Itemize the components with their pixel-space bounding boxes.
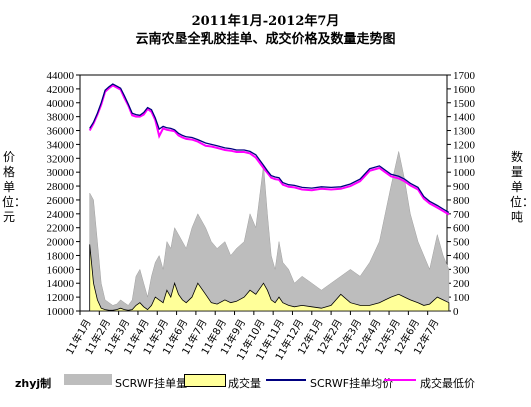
- y-tick-label-left: 24000: [47, 209, 75, 221]
- y-tick-label-left: 26000: [47, 195, 75, 207]
- chart-subtitle: 云南农垦全乳胶挂单、成交价格及数量走势图: [135, 32, 396, 47]
- legend-label-low-price: 成交最低价: [420, 377, 475, 390]
- y-tick-label-right: 1600: [453, 84, 476, 96]
- series-deal-volume-area: [89, 244, 450, 312]
- y-tick-label-right: 100: [453, 292, 470, 304]
- series-avg-price-line: [89, 83, 450, 213]
- legend-label-deal-volume: 成交量: [228, 377, 261, 390]
- y-tick-label-left: 20000: [47, 237, 75, 249]
- y-tick-label-right: 1400: [453, 112, 476, 124]
- y-tick-label-left: 16000: [47, 264, 75, 276]
- y-tick-label-left: 14000: [47, 278, 75, 290]
- y-tick-label-left: 42000: [47, 84, 75, 96]
- y-tick-label-right: 0: [453, 306, 459, 318]
- y-tick-label-left: 10000: [47, 306, 75, 318]
- y-tick-label-right: 800: [453, 195, 470, 207]
- author-credit: zhyj制: [15, 377, 52, 390]
- y-tick-label-right: 400: [453, 250, 470, 262]
- y-tick-label-right: 600: [453, 223, 470, 235]
- y-tick-label-right: 500: [453, 237, 470, 249]
- y-tick-label-left: 12000: [47, 292, 75, 304]
- legend-label-order-volume: SCRWF挂单量: [115, 377, 188, 390]
- y-tick-label-left: 44000: [47, 70, 75, 82]
- legend-swatch-avg-price: [266, 379, 306, 381]
- y-tick-label-left: 18000: [47, 250, 75, 262]
- y-tick-label-right: 1200: [453, 139, 476, 151]
- y-tick-label-right: 1500: [453, 98, 476, 110]
- legend: zhyj制 SCRWF挂单量 成交量 SCRWF挂单均价 成交最低价: [0, 372, 531, 392]
- series-low-price-line: [88, 84, 450, 216]
- y-tick-label-left: 40000: [47, 98, 75, 110]
- y-tick-label-right: 200: [453, 278, 470, 290]
- y-tick-label-right: 300: [453, 264, 470, 276]
- y-tick-label-right: 700: [453, 209, 470, 221]
- y-tick-label-right: 1100: [453, 153, 475, 165]
- series-order-volume-area: [89, 151, 450, 312]
- chart-title: 2011年1月-2012年7月: [191, 14, 340, 29]
- legend-swatch-deal-volume: [184, 374, 226, 387]
- legend-label-avg-price: SCRWF挂单均价: [310, 377, 394, 390]
- y-tick-label-left: 28000: [47, 181, 75, 193]
- y-tick-label-left: 32000: [47, 153, 75, 165]
- y-tick-label-left: 22000: [47, 223, 75, 235]
- y-tick-label-left: 38000: [47, 112, 75, 124]
- y-tick-label-right: 1700: [453, 70, 476, 82]
- y-tick-label-right: 1000: [453, 167, 476, 179]
- y-tick-label-left: 34000: [47, 139, 75, 151]
- y-tick-label-right: 900: [453, 181, 470, 193]
- legend-swatch-order-volume: [64, 374, 112, 385]
- legend-swatch-low-price: [384, 379, 416, 381]
- y-tick-label-left: 36000: [47, 126, 75, 138]
- y-tick-label-right: 1300: [453, 126, 476, 138]
- y-tick-label-left: 30000: [47, 167, 75, 179]
